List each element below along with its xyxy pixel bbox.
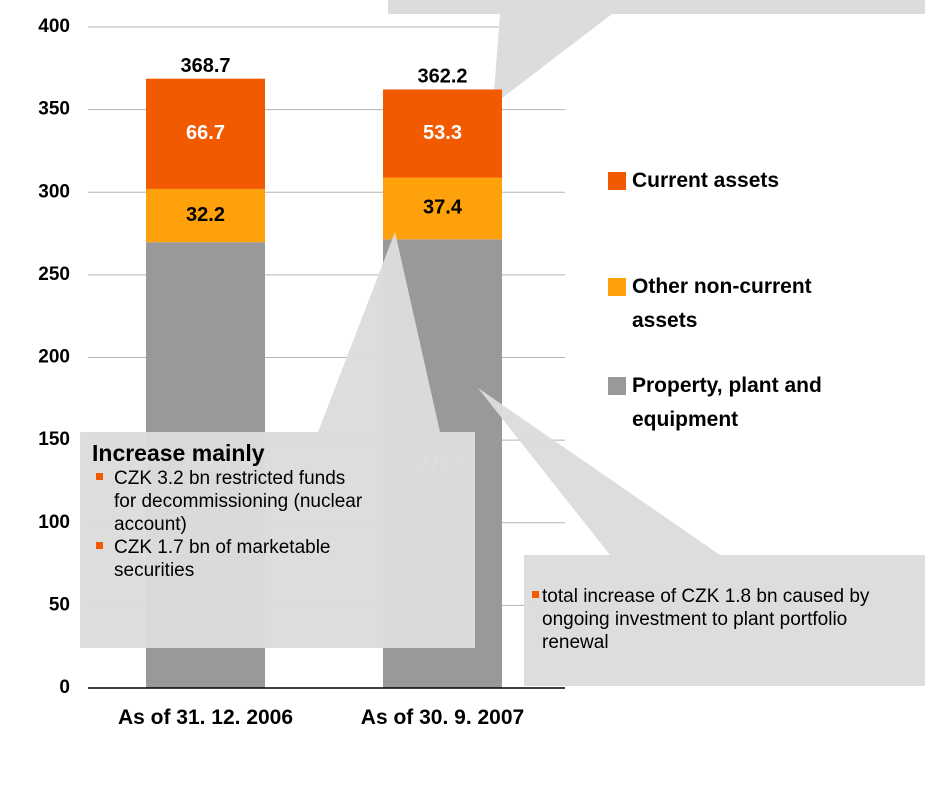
annotation-bullet: CZK 1.7 bn of marketable securities: [92, 536, 364, 582]
y-tick-label: 0: [59, 677, 70, 698]
callout-top: [388, 0, 925, 105]
legend-label: Property, plant and equipment: [632, 374, 822, 431]
bar-segment: [146, 78, 265, 189]
bullet-marker: [96, 542, 103, 549]
callout-1: [80, 232, 475, 648]
bullet-text: CZK 1.7 bn of marketable securities: [114, 537, 331, 581]
x-tick-label: As of 30. 9. 2007: [360, 706, 525, 729]
bullet-marker: [96, 473, 103, 480]
y-tick-label: 400: [38, 16, 70, 37]
bullet-marker: [532, 591, 539, 598]
annotation-1: Increase mainly CZK 3.2 bn restricted fun…: [92, 440, 462, 582]
callout-2: [478, 388, 925, 686]
total-label: 368.7: [180, 55, 230, 77]
annotation-bullet: CZK 3.2 bn restricted funds for decommis…: [92, 467, 364, 536]
total-label: 362.2: [417, 66, 467, 88]
annotation-2: total increase of CZK 1.8 bn caused by o…: [530, 585, 915, 654]
bullet-text: total increase of CZK 1.8 bn caused by o…: [542, 586, 870, 653]
y-tick-label: 100: [38, 512, 70, 533]
annotation-title: Increase mainly: [92, 440, 265, 466]
legend-label: Current assets: [632, 169, 780, 192]
y-tick-label: 350: [38, 99, 70, 120]
bar-value-label: 66.7: [186, 122, 225, 144]
annotation-bullet: total increase of CZK 1.8 bn caused by o…: [530, 585, 912, 654]
y-tick-label: 300: [38, 181, 70, 202]
legend-swatch: [608, 278, 626, 296]
y-tick-label: 250: [38, 264, 70, 285]
x-tick-label: As of 31. 12. 2006: [117, 706, 294, 729]
y-tick-label: 50: [49, 594, 70, 615]
legend-label: Other non-current assets: [632, 275, 812, 332]
y-tick-label: 200: [38, 347, 70, 368]
bar-segment: [146, 188, 265, 243]
legend-swatch: [608, 172, 626, 190]
bar-value-label: 53.3: [423, 122, 462, 144]
bar-segment: [383, 89, 502, 178]
legend-swatch: [608, 377, 626, 395]
bar-segment: [383, 177, 502, 240]
y-tick-label: 150: [38, 429, 70, 450]
bar-value-label: 37.4: [423, 197, 463, 219]
bar-value-label: 32.2: [186, 204, 225, 226]
bullet-text: CZK 3.2 bn restricted funds for decommis…: [114, 468, 363, 535]
